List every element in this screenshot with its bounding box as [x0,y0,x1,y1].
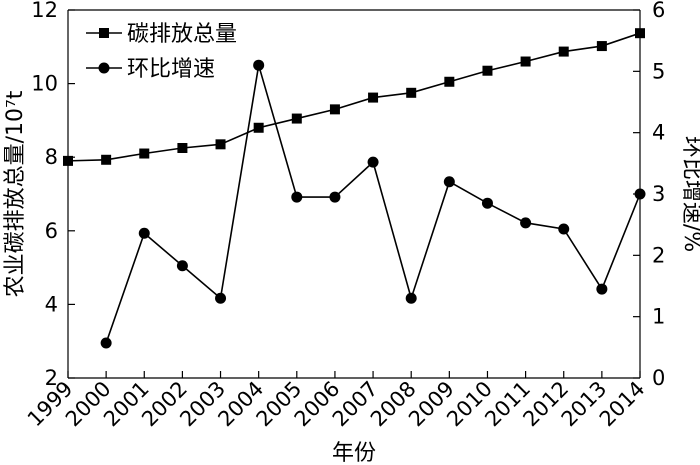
data-point-emission [101,154,112,165]
data-point-emission [406,87,417,98]
data-point-emission [215,139,226,150]
legend-marker-circle [98,62,110,74]
y-right-tick-label: 4 [652,121,665,145]
data-point-growth [596,283,608,295]
y-left-tick-label: 6 [45,219,58,243]
data-point-growth [138,227,150,239]
y-axis-title-right: 环比增速/% [679,136,700,252]
data-point-emission [444,76,455,87]
data-point-emission [177,143,188,153]
y-left-tick-label: 8 [45,145,58,169]
data-point-growth [291,191,303,203]
data-point-emission [63,155,73,166]
data-point-emission [635,28,645,39]
y-right-tick-label: 0 [652,366,665,390]
data-point-growth [329,191,341,203]
data-point-growth [215,292,227,304]
data-point-emission [368,92,379,103]
series-line-growth [105,64,641,344]
legend-marker-square [99,28,109,38]
data-point-growth [558,223,570,235]
data-point-emission [291,113,302,124]
data-point-emission [253,122,264,133]
data-point-growth [520,217,532,229]
y-right-tick-label: 6 [652,0,665,22]
y-left-tick-label: 10 [31,72,58,96]
data-point-growth [176,260,188,272]
y-left-tick-label: 4 [45,292,58,316]
series-layer [63,28,646,349]
data-point-growth [367,156,379,168]
data-point-emission [596,41,607,52]
data-point-emission [329,104,340,115]
data-point-growth [405,292,417,304]
legend-label-growth: 环比增速 [127,57,215,82]
data-point-growth [481,197,493,209]
data-point-emission [558,46,569,57]
data-point-growth [100,337,112,349]
x-tick-label: 2014 [595,377,650,432]
series-line-emission [67,32,641,162]
y-left-tick-label: 12 [31,0,58,22]
data-point-emission [520,56,531,67]
y-right-tick-label: 5 [652,59,665,83]
x-axis-title: 年份 [332,441,376,465]
y-axis-title-left: 农业碳排放总量/10⁷t [3,90,28,297]
legend-item-growth: 环比增速 [86,57,215,82]
legend: 碳排放总量 环比增速 [86,22,237,82]
y-right-tick-label: 1 [652,305,665,329]
y-right-tick-label: 2 [652,243,665,267]
y-left-tick-label: 2 [45,366,58,390]
data-point-emission [482,65,493,76]
data-point-growth [253,59,265,71]
legend-item-emission: 碳排放总量 [86,22,237,47]
legend-label-emission: 碳排放总量 [127,22,237,47]
data-point-growth [443,176,455,188]
tick-labels: 2468101201234561999200020012002200320042… [23,0,666,431]
data-point-emission [139,148,150,159]
data-point-growth [634,188,646,200]
y-right-tick-label: 3 [652,182,665,206]
